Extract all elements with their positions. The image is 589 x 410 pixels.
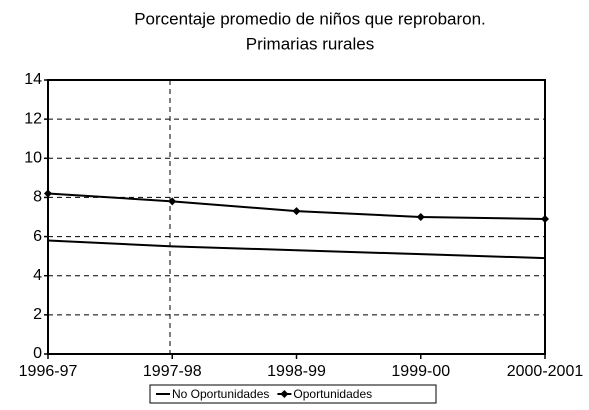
x-tick-label: 1997-98 (143, 363, 202, 380)
x-tick-label: 1996-97 (19, 363, 78, 380)
y-tick-label: 12 (24, 110, 42, 127)
chart-title: Primarias rurales (246, 34, 374, 53)
marker (168, 197, 177, 206)
y-tick-label: 8 (33, 189, 42, 206)
marker (292, 207, 301, 216)
y-tick-label: 6 (33, 228, 42, 245)
marker (541, 214, 549, 223)
legend-box (149, 384, 437, 404)
y-tick-label: 10 (24, 150, 42, 167)
legend-label: Oportunidades (293, 387, 372, 401)
series-line (47, 239, 546, 260)
legend-marker (280, 390, 289, 398)
y-tick-label: 2 (33, 306, 42, 323)
y-tick-label: 14 (24, 71, 42, 88)
y-tick-label: 0 (33, 345, 42, 362)
x-tick-label: 1998-99 (267, 363, 326, 380)
marker (44, 189, 52, 198)
y-tick-label: 4 (33, 267, 42, 284)
chart-title: Porcentaje promedio de niños que reproba… (134, 9, 486, 28)
marker (416, 213, 425, 221)
legend-label: No Oportunidades (172, 387, 269, 401)
x-tick-label: 2000-2001 (507, 363, 584, 380)
x-tick-label: 1999-00 (391, 363, 450, 380)
series-line (47, 192, 546, 220)
